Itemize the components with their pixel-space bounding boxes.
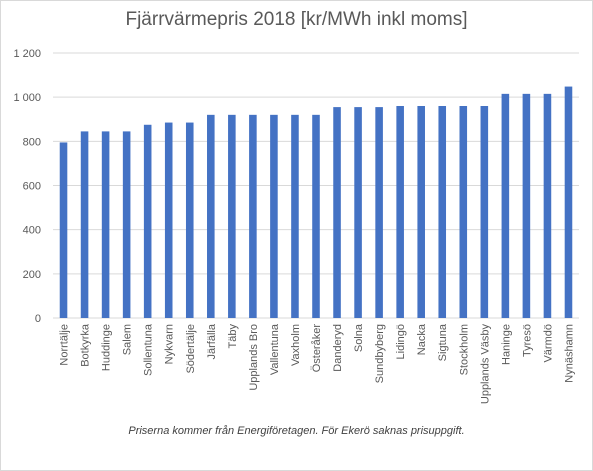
bar	[143, 124, 152, 318]
y-tick-label: 1 200	[13, 48, 41, 60]
x-tick-label: Värmdö	[542, 324, 554, 363]
chart-footnote: Priserna kommer från Energiföretagen. Fö…	[128, 425, 465, 437]
x-tick-label: Nykvarn	[164, 324, 176, 364]
x-tick-label: Upplands Bro	[248, 324, 260, 391]
x-tick-label: Upplands Väsby	[479, 324, 491, 405]
x-tick-label: Stockholm	[458, 324, 470, 375]
x-tick-label: Danderyd	[332, 324, 344, 372]
x-tick-label: Södertälje	[185, 324, 197, 374]
x-tick-label: Järfälla	[206, 323, 218, 359]
x-tick-label: Vaxholm	[290, 324, 302, 366]
y-tick-label: 0	[35, 313, 41, 325]
bar	[185, 122, 194, 318]
bar	[80, 131, 89, 318]
bar	[122, 131, 131, 318]
bars	[59, 86, 573, 319]
bar	[207, 114, 215, 318]
x-tick-label: Haninge	[500, 324, 512, 365]
bar	[164, 122, 173, 318]
x-tick-label: Tyresö	[521, 324, 533, 357]
y-tick-label: 1 000	[13, 92, 41, 104]
x-tick-label: Österåker	[311, 324, 323, 373]
x-tick-label: Solna	[353, 323, 365, 352]
x-tick-label: Botkyrka	[80, 323, 92, 367]
chart-title: Fjärrvärmepris 2018 [kr/MWh inkl moms]	[125, 9, 468, 30]
y-tick-label: 200	[23, 269, 41, 281]
bar	[333, 107, 341, 319]
x-tick-label: Salem	[122, 324, 134, 355]
bar	[291, 114, 299, 318]
bar	[354, 107, 362, 319]
x-tick-label: Nacka	[416, 323, 428, 355]
x-tick-label: Sigtuna	[437, 323, 449, 361]
bar	[459, 106, 468, 318]
bar	[228, 114, 236, 318]
bar	[270, 114, 278, 318]
bar	[564, 86, 573, 318]
bar	[417, 106, 425, 318]
bar	[312, 114, 320, 318]
y-tick-label: 800	[23, 136, 41, 148]
bar	[480, 106, 489, 318]
bar	[249, 114, 257, 318]
x-tick-label: Norrtälje	[59, 324, 71, 366]
bar	[543, 93, 552, 319]
bar	[396, 106, 404, 318]
bar	[522, 93, 531, 319]
x-tick-label: Vallentuna	[269, 323, 281, 375]
bar	[501, 93, 510, 319]
x-tick-label: Nynäshamn	[563, 324, 575, 383]
bar	[375, 107, 383, 319]
y-tick-label: 600	[23, 181, 41, 193]
x-tick-label: Sundbyberg	[374, 324, 386, 383]
y-axis-ticks: 0 200 400 600 800 1 000 1 200	[13, 48, 41, 325]
x-tick-label: Lidingö	[395, 324, 407, 359]
y-tick-label: 400	[23, 225, 41, 237]
bar	[101, 131, 110, 318]
x-tick-label: Täby	[227, 324, 239, 349]
x-axis-labels: Norrtälje Botkyrka Huddinge Salem Sollentuna…	[59, 323, 576, 404]
x-tick-label: Huddinge	[101, 324, 113, 371]
bar	[59, 142, 68, 318]
bar	[438, 106, 447, 318]
x-tick-label: Sollentuna	[143, 323, 155, 376]
